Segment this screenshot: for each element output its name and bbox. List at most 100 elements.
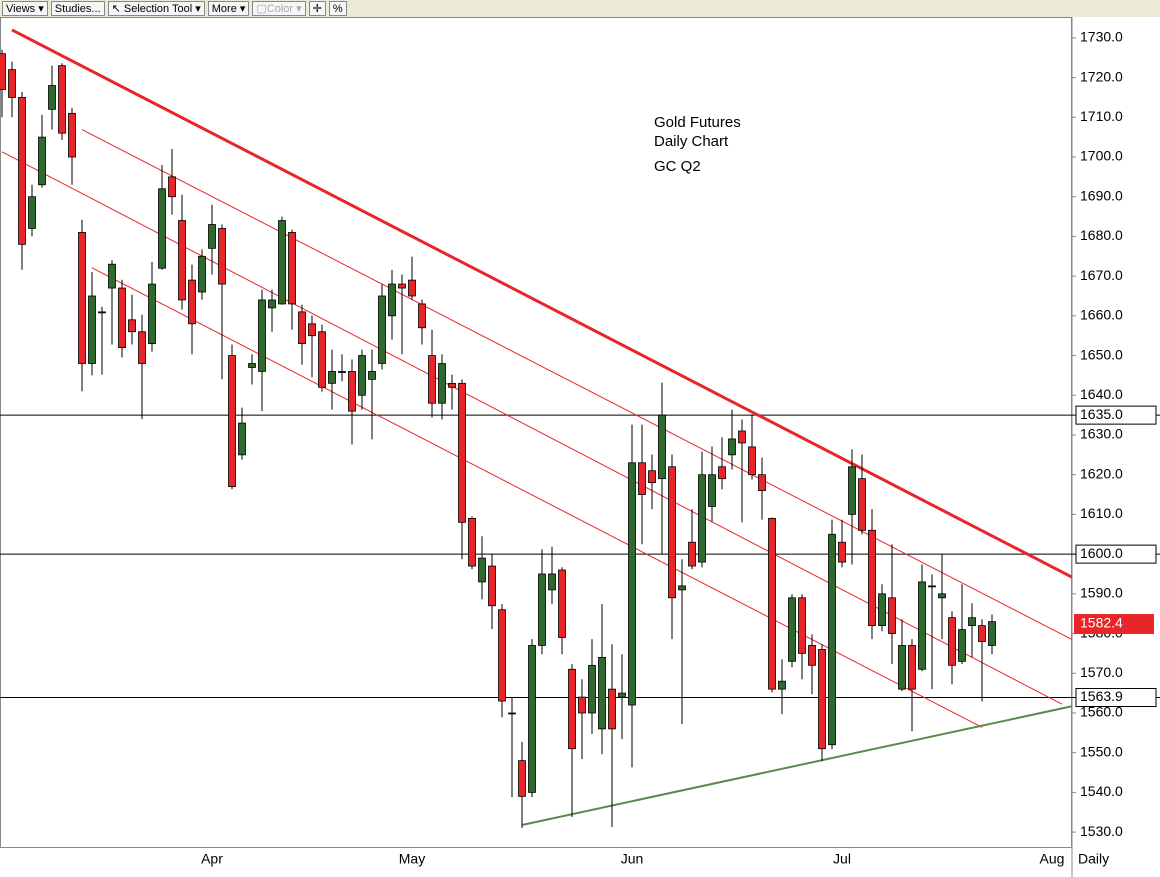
candle-body [448,382,456,388]
candle-body [598,656,606,730]
candle-body [388,283,396,317]
period-label: Daily [1078,851,1109,867]
candle-body [178,220,186,301]
candle-body [778,680,786,690]
toolbar: Views ▾ Studies... ↖ Selection Tool ▾ Mo… [0,0,1160,17]
candle-body [578,696,586,714]
candle-body [668,466,676,599]
y-tick-label: 1540.0 [1080,783,1123,799]
more-button[interactable]: More ▾ [207,1,250,16]
candle-body [248,363,256,368]
percent-button[interactable]: % [328,1,347,16]
candle-body [218,228,226,285]
trendline [521,705,1073,826]
candle-body [918,581,926,670]
button-label: % [332,3,343,15]
candle-body [328,371,336,384]
annotation: Gold Futures [654,114,741,131]
y-tick-label: 1590.0 [1080,585,1123,601]
candle-body [88,295,96,364]
candle-body [768,517,776,690]
button-label: Selection Tool [123,3,193,15]
x-tick-label: Apr [201,851,223,867]
price-box [1075,544,1157,564]
y-tick-label: 1710.0 [1080,108,1123,124]
price-box [1075,687,1157,707]
candle-body [498,609,506,702]
studies-button[interactable]: Studies... [50,1,105,16]
price-box-label: 1600.0 [1080,545,1123,561]
chart: 1530.01540.01550.01560.01570.01580.01590… [0,17,1160,877]
candle-body [878,593,886,627]
x-tick-label: Jun [621,851,644,867]
candle-body [618,692,626,698]
candle-body [798,597,806,654]
candle-body [258,299,266,372]
y-tick-label: 1720.0 [1080,68,1123,84]
candle-body [378,295,386,364]
candle-body [698,474,706,563]
candle-body [638,462,646,495]
button-label: Views [6,3,36,15]
y-tick-label: 1690.0 [1080,187,1123,203]
candle-body [788,597,796,662]
y-tick-label: 1620.0 [1080,465,1123,481]
y-tick-label: 1570.0 [1080,664,1123,680]
candle-body [658,414,666,480]
candle-body [128,319,136,333]
views-button[interactable]: Views ▾ [2,1,48,16]
candle-body [428,355,436,404]
candle-body [988,621,996,646]
y-tick-label: 1530.0 [1080,823,1123,839]
candle-body [548,573,556,591]
candle-body [478,557,486,583]
annotation: GC Q2 [654,158,701,175]
trendline [11,28,1073,579]
candle-body [868,529,876,627]
candle-body [138,331,146,364]
candle-body [828,533,836,746]
button-label: Color [266,3,294,15]
candle-body [238,422,246,456]
candle-body [888,597,896,634]
candle-body [758,474,766,491]
candle-body [338,371,346,373]
candle-body [208,224,216,249]
candle-body [838,541,846,563]
selection-tool-button[interactable]: ↖ Selection Tool ▾ [107,1,205,16]
button-label: Studies... [54,3,101,15]
candle-body [408,279,416,297]
annotation: Daily Chart [654,133,729,150]
price-box [1075,405,1157,425]
candle-body [58,65,66,134]
candle-body [368,371,376,380]
candle-body [908,645,916,690]
candle-body [318,331,326,388]
candle-body [568,668,576,750]
candle-body [398,283,406,289]
x-tick-label: Aug [1040,851,1065,867]
candle-body [518,760,526,797]
crosshair-button[interactable]: ✛ [308,1,326,16]
last-price-box [1074,614,1154,635]
candle-body [8,69,16,98]
candle-body [458,382,466,523]
candle-body [348,371,356,412]
candle-body [38,136,46,186]
candle-body [898,645,906,690]
candle-body [718,466,726,480]
plot-frame [0,17,1072,848]
x-tick-label: May [399,851,425,867]
button-label: More [211,3,237,15]
y-tick-label: 1700.0 [1080,148,1123,164]
candle-body [278,220,286,305]
y-tick-label: 1630.0 [1080,426,1123,442]
candle-body [168,176,176,198]
candle-body [588,664,596,714]
candle-body [228,355,236,488]
color-button[interactable]: ▢Color ▾ [252,1,306,16]
candle-body [148,283,156,345]
candle-body [748,446,756,476]
candle-body [28,196,36,229]
